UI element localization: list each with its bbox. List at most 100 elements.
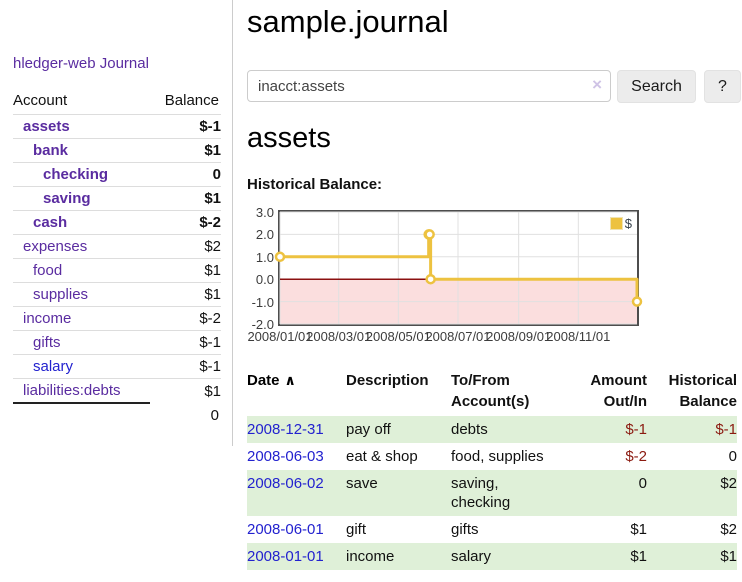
- sort-asc-icon: ∧: [284, 372, 296, 388]
- transaction-accounts: food, supplies: [451, 448, 544, 465]
- x-tick-label: 2008/03/01: [306, 329, 372, 344]
- main-content: sample.journal × Search ? assets Histori…: [233, 0, 742, 570]
- account-balance: $-2: [149, 306, 221, 331]
- help-button[interactable]: ?: [704, 70, 741, 103]
- transaction-accounts: debts: [451, 421, 488, 438]
- x-tick-label: 2008/05/01: [365, 329, 431, 344]
- x-tick-label: 2008/01/01: [247, 329, 313, 344]
- accounts-header-row: Account Balance: [13, 89, 221, 115]
- account-link-food[interactable]: food: [33, 262, 63, 279]
- account-row: salary $-1: [13, 354, 221, 379]
- transaction-balance: $2: [720, 521, 737, 538]
- amount-header: Amount Out/In: [590, 372, 647, 410]
- transaction-amount: $1: [630, 548, 647, 565]
- transactions-table: Date ∧ Description To/From Account(s) Amo…: [247, 366, 737, 570]
- accounts-header-account: Account: [13, 92, 68, 109]
- transaction-accounts: salary: [451, 548, 492, 565]
- account-balance: $1: [149, 282, 221, 307]
- y-tick-label: 2.0: [255, 227, 274, 243]
- transaction-balance: $2: [720, 475, 737, 492]
- y-tick-label: 1.0: [255, 249, 274, 265]
- account-link-salary[interactable]: salary: [33, 358, 74, 375]
- transaction-accounts: saving, checking: [451, 475, 511, 511]
- account-row: saving $1: [13, 186, 221, 211]
- legend-swatch-icon: [609, 217, 623, 230]
- account-row: income $-2: [13, 306, 221, 331]
- transaction-row: 2008-12-31 pay off debts $-1 $-1: [247, 416, 737, 443]
- account-row: gifts $-1: [13, 330, 221, 355]
- transaction-description: save: [346, 475, 378, 492]
- account-link-expenses[interactable]: expenses: [23, 238, 88, 255]
- transaction-description: income: [346, 548, 395, 565]
- account-link-saving[interactable]: saving: [43, 190, 91, 207]
- y-tick-label: -1.0: [251, 294, 274, 310]
- y-tick-label: 0.0: [255, 272, 274, 288]
- transaction-date-link[interactable]: 2008-12-31: [247, 421, 324, 438]
- account-balance: $1: [149, 138, 221, 163]
- account-row: assets $-1: [13, 114, 221, 139]
- transactions-header-row: Date ∧ Description To/From Account(s) Amo…: [247, 366, 737, 416]
- transaction-row: 2008-06-01 gift gifts $1 $2: [247, 516, 737, 543]
- accounts-table: Account Balance assets $-1 bank $1 check…: [13, 89, 221, 427]
- account-link-income[interactable]: income: [23, 310, 72, 327]
- chart-plot[interactable]: $: [274, 210, 643, 326]
- accounts-header-balance: Balance: [164, 92, 219, 109]
- account-link-checking[interactable]: checking: [43, 166, 109, 183]
- transaction-description: eat & shop: [346, 448, 418, 465]
- account-balance: $1: [149, 186, 221, 211]
- account-link-gifts[interactable]: gifts: [33, 334, 61, 351]
- account-row: checking 0: [13, 162, 221, 187]
- chart-svg: [274, 211, 643, 325]
- sidebar-item-journal[interactable]: Journal: [99, 55, 149, 72]
- account-balance: 0: [149, 162, 221, 187]
- chart-title: Historical Balance:: [247, 176, 383, 193]
- tofrom-header: To/From Account(s): [451, 372, 530, 410]
- account-balance: $2: [149, 234, 221, 259]
- app-title-link[interactable]: hledger-web: [13, 55, 96, 72]
- legend-label: $: [624, 216, 632, 231]
- account-row: bank $1: [13, 138, 221, 163]
- x-tick-label: 2008/09/01: [486, 329, 552, 344]
- account-link-assets[interactable]: assets: [23, 118, 70, 135]
- search-box: ×: [247, 70, 611, 102]
- transaction-date-link[interactable]: 2008-06-03: [247, 448, 324, 465]
- account-row: cash $-2: [13, 210, 221, 235]
- account-link-supplies[interactable]: supplies: [33, 286, 89, 303]
- account-row: food $1: [13, 258, 221, 283]
- search-form: × Search ?: [247, 70, 742, 103]
- transaction-row: 2008-01-01 income salary $1 $1: [247, 543, 737, 570]
- chart-legend: $: [609, 216, 632, 231]
- accounts-total-value: 0: [210, 407, 219, 424]
- account-balance: $-2: [149, 210, 221, 235]
- account-link-cash[interactable]: cash: [33, 214, 68, 231]
- sort-by-date-header[interactable]: Date ∧: [247, 366, 346, 416]
- page: hledger-web Journal Account Balance asse…: [0, 0, 742, 570]
- transaction-balance: 0: [728, 448, 737, 465]
- search-button[interactable]: Search: [617, 70, 696, 103]
- account-heading: assets: [247, 122, 331, 154]
- transaction-accounts: gifts: [451, 521, 479, 538]
- total-line: [13, 402, 150, 427]
- page-title: sample.journal: [247, 4, 449, 39]
- account-row: supplies $1: [13, 282, 221, 307]
- account-balance: $1: [149, 378, 221, 403]
- transaction-date-link[interactable]: 2008-01-01: [247, 548, 324, 565]
- transaction-date-link[interactable]: 2008-06-02: [247, 475, 324, 492]
- account-row: expenses $2: [13, 234, 221, 259]
- clear-search-icon[interactable]: ×: [592, 75, 602, 94]
- transaction-date-link[interactable]: 2008-06-01: [247, 521, 324, 538]
- sidebar: hledger-web Journal Account Balance asse…: [0, 0, 233, 446]
- y-tick-label: 3.0: [255, 205, 274, 220]
- account-link-liabilities-debts[interactable]: liabilities:debts: [23, 382, 121, 399]
- search-input[interactable]: [247, 70, 611, 102]
- balance-chart: $ 3.0 2.0 1.0 0.0 -1.0 -2.0 2008/01/01 2008/03/…: [247, 205, 727, 348]
- description-header: Description: [346, 372, 429, 389]
- account-link-bank[interactable]: bank: [33, 142, 69, 159]
- transaction-description: gift: [346, 521, 367, 538]
- y-tick-label: -2.0: [251, 317, 274, 332]
- account-balance: $-1: [149, 354, 221, 379]
- transaction-amount: $1: [630, 521, 647, 538]
- transaction-amount: $-2: [625, 448, 647, 465]
- transaction-row: 2008-06-03 eat & shop food, supplies $-2…: [247, 443, 737, 470]
- account-balance: $-1: [149, 114, 221, 139]
